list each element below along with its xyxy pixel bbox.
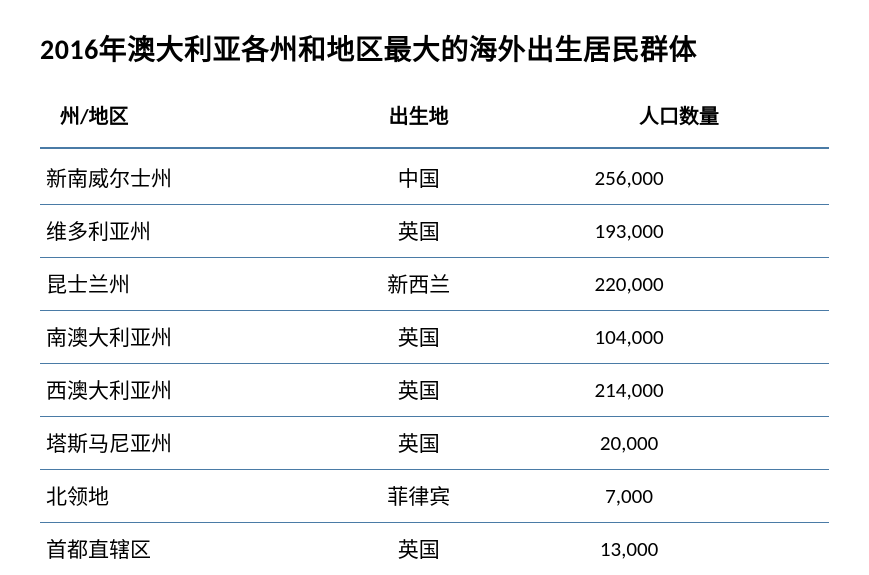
col-header-population: 人口数量 [529, 90, 829, 148]
cell-population: 104,000 [529, 311, 829, 364]
cell-population: 256,000 [529, 148, 829, 205]
table-body: 新南威尔士州 中国 256,000 维多利亚州 英国 193,000 昆士兰州 … [40, 148, 829, 575]
col-header-state: 州/地区 [40, 90, 308, 148]
cell-birthplace: 英国 [308, 523, 529, 575]
table-row: 塔斯马尼亚州 英国 20,000 [40, 417, 829, 470]
table-row: 首都直辖区 英国 13,000 [40, 523, 829, 575]
cell-state: 北领地 [40, 470, 308, 523]
cell-birthplace: 英国 [308, 364, 529, 417]
cell-state: 维多利亚州 [40, 205, 308, 258]
table-row: 维多利亚州 英国 193,000 [40, 205, 829, 258]
table-header-row: 州/地区 出生地 人口数量 [40, 90, 829, 148]
cell-state: 昆士兰州 [40, 258, 308, 311]
cell-state: 南澳大利亚州 [40, 311, 308, 364]
cell-state: 新南威尔士州 [40, 148, 308, 205]
cell-population: 13,000 [529, 523, 829, 575]
table-row: 昆士兰州 新西兰 220,000 [40, 258, 829, 311]
cell-population: 7,000 [529, 470, 829, 523]
cell-population: 220,000 [529, 258, 829, 311]
cell-population: 20,000 [529, 417, 829, 470]
cell-birthplace: 英国 [308, 417, 529, 470]
cell-state: 西澳大利亚州 [40, 364, 308, 417]
cell-birthplace: 新西兰 [308, 258, 529, 311]
cell-population: 193,000 [529, 205, 829, 258]
overseas-born-table: 州/地区 出生地 人口数量 新南威尔士州 中国 256,000 维多利亚州 英国… [40, 90, 829, 575]
cell-birthplace: 英国 [308, 205, 529, 258]
table-row: 北领地 菲律宾 7,000 [40, 470, 829, 523]
cell-state: 首都直辖区 [40, 523, 308, 575]
cell-population: 214,000 [529, 364, 829, 417]
cell-birthplace: 英国 [308, 311, 529, 364]
table-row: 西澳大利亚州 英国 214,000 [40, 364, 829, 417]
cell-state: 塔斯马尼亚州 [40, 417, 308, 470]
cell-birthplace: 中国 [308, 148, 529, 205]
cell-birthplace: 菲律宾 [308, 470, 529, 523]
table-row: 新南威尔士州 中国 256,000 [40, 148, 829, 205]
col-header-birthplace: 出生地 [308, 90, 529, 148]
page-title: 2016年澳大利亚各州和地区最大的海外出生居民群体 [40, 28, 829, 68]
table-row: 南澳大利亚州 英国 104,000 [40, 311, 829, 364]
